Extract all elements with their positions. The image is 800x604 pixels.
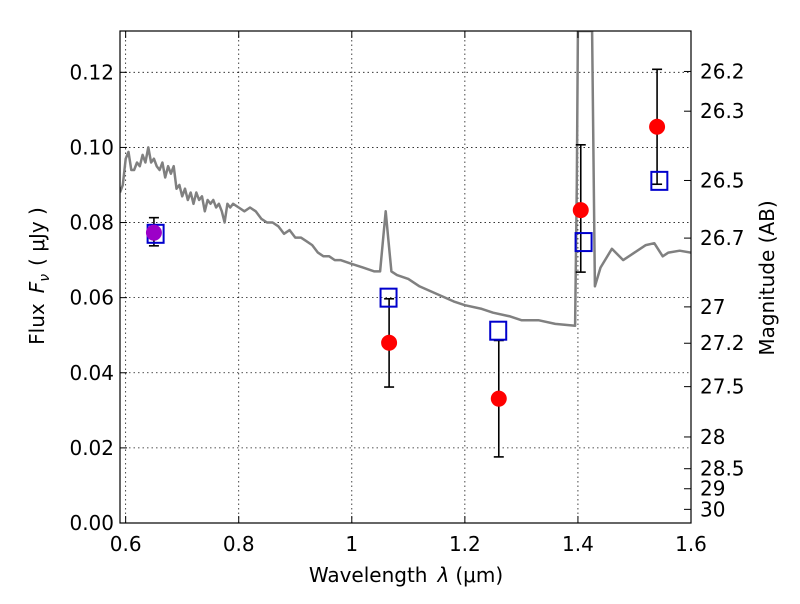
error-bars bbox=[149, 69, 662, 457]
y2-axis-title: Magnitude (AB) bbox=[755, 200, 779, 355]
mag-tick-label: 28 bbox=[700, 425, 725, 449]
model-point bbox=[651, 172, 667, 190]
mag-tick-label: 27.2 bbox=[700, 331, 745, 355]
observed-point bbox=[650, 119, 665, 134]
observed-point bbox=[573, 203, 588, 218]
observed-point bbox=[146, 225, 161, 240]
x-tick-label: 0.6 bbox=[110, 532, 142, 556]
flux-chart: 0.6 0.8 1 1.2 1.4 1.6 0.00 0.02 0.04 0.06 0.08 0.10… bbox=[0, 0, 800, 600]
observed-point bbox=[491, 391, 506, 406]
tick-labels: 0.6 0.8 1 1.2 1.4 1.6 0.00 0.02 0.04 0.06 0.08 0.10… bbox=[69, 59, 744, 556]
y-tick-label: 0.12 bbox=[69, 60, 114, 84]
mag-tick-label: 26.2 bbox=[700, 59, 745, 83]
x-tick-label: 1.6 bbox=[675, 532, 707, 556]
model-spectrum bbox=[120, 31, 691, 326]
model-spectrum-line bbox=[120, 31, 691, 326]
x-tick-label: 0.8 bbox=[223, 532, 255, 556]
model-points bbox=[148, 172, 668, 340]
x-tick-label: 1.2 bbox=[449, 532, 481, 556]
y-tick-label: 0.06 bbox=[69, 286, 114, 310]
x-tick-label: 1.4 bbox=[562, 532, 594, 556]
x-axis-title: Wavelength λ (μm) bbox=[309, 563, 503, 587]
observed-points bbox=[146, 119, 664, 406]
mag-tick-label: 26.7 bbox=[700, 226, 745, 250]
mag-tick-label: 26.3 bbox=[700, 99, 745, 123]
mag-tick-label: 27 bbox=[700, 295, 725, 319]
y-tick-label: 0.04 bbox=[69, 361, 114, 385]
mag-tick-label: 26.5 bbox=[700, 168, 745, 192]
x-tick-label: 1 bbox=[345, 532, 358, 556]
y-tick-label: 0.00 bbox=[69, 511, 114, 535]
y-axis-title: FluxFν( μJy ) bbox=[25, 207, 53, 345]
mag-tick-label: 27.5 bbox=[700, 375, 745, 399]
observed-point bbox=[382, 335, 397, 350]
model-point bbox=[490, 322, 506, 340]
mag-tick-label: 30 bbox=[700, 497, 725, 521]
y-tick-label: 0.10 bbox=[69, 135, 114, 159]
y-tick-label: 0.08 bbox=[69, 211, 114, 235]
y-tick-label: 0.02 bbox=[69, 436, 114, 460]
